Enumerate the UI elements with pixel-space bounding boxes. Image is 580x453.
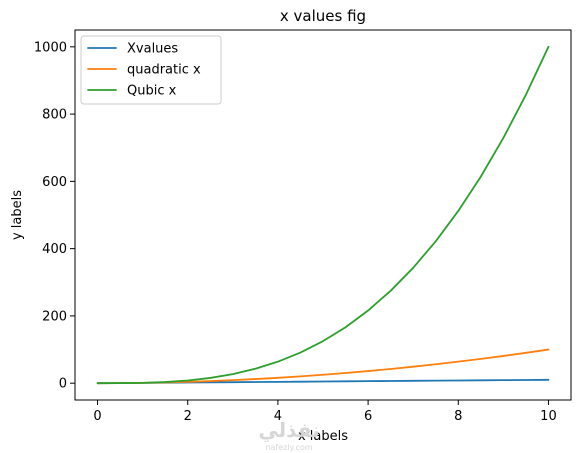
legend-box [80,35,222,105]
y-tick-label-0: 0 [59,377,67,392]
x-axis: 0 2 4 6 8 10 [93,400,557,424]
legend-label-2: Qubic x [127,84,177,99]
x-tick-label-3: 6 [364,409,372,424]
series-line-2 [96,45,550,385]
y-tick-label-1: 200 [42,309,67,324]
y-tick-label-5: 1000 [34,40,67,55]
legend-label-1: quadratic x [127,63,201,78]
y-axis-title: y labels [10,190,25,240]
y-axis: 0 200 400 600 800 1000 [34,40,75,392]
x-tick-label-0: 0 [93,409,101,424]
y-tick-label-4: 800 [42,108,67,123]
series-line-1 [96,348,550,385]
chart-title: x values fig [280,7,366,25]
watermark: نفذلي nafezly.com [258,418,319,452]
legend: Xvalues quadratic x Qubic x [80,35,222,105]
x-tick-label-2: 4 [274,409,282,424]
y-tick-label-3: 600 [42,175,67,190]
x-tick-label-4: 8 [454,409,462,424]
watermark-site-text: nafezly.com [265,443,313,452]
x-tick-label-1: 2 [184,409,192,424]
legend-label-0: Xvalues [127,42,178,57]
watermark-logo-text: نفذلي [258,418,319,443]
x-tick-label-5: 10 [540,409,557,424]
y-tick-label-2: 400 [42,242,67,257]
plot-frame [74,29,572,401]
series-layer [96,45,550,385]
x-axis-title: x labels [298,429,348,444]
